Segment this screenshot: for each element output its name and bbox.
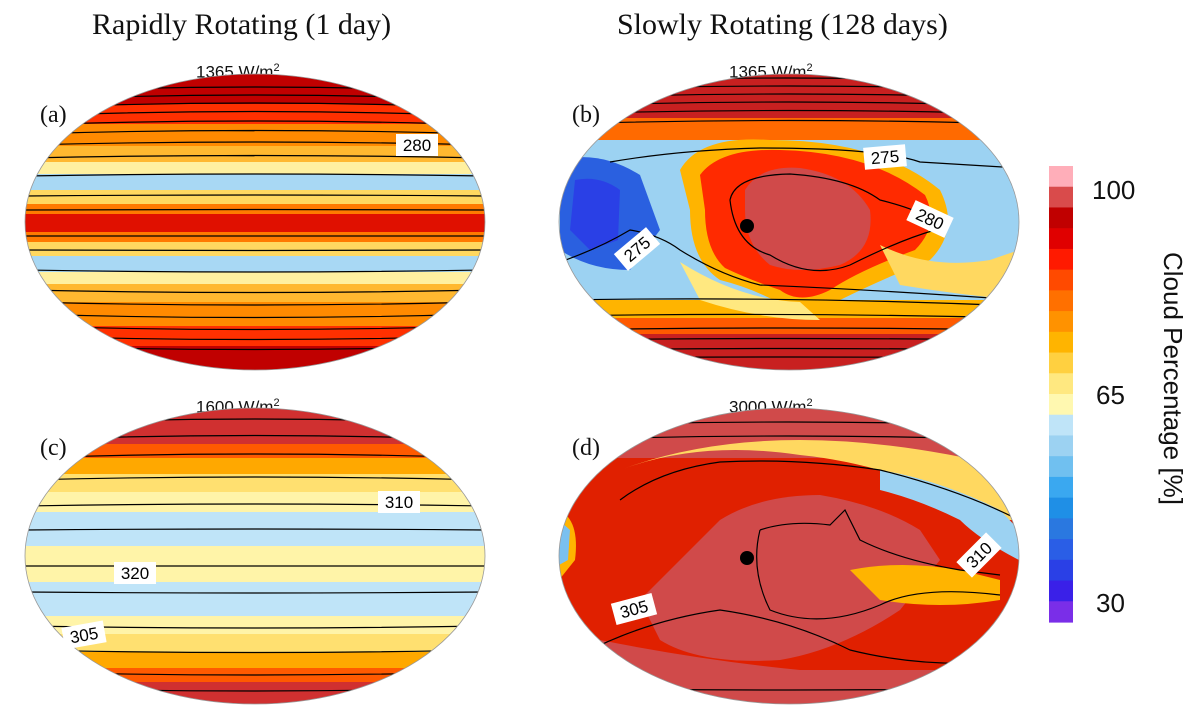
panel-a-contour-label-box (396, 134, 438, 156)
colorbar-segment (1049, 435, 1073, 457)
colorbar-segment (1049, 601, 1073, 623)
panel-b-letter: (b) (572, 102, 600, 128)
colorbar-segment (1049, 269, 1073, 291)
panel-b-substellar-point (740, 219, 754, 233)
panel-d-map (559, 408, 1019, 704)
colorbar-segment (1049, 559, 1073, 582)
panel-c-outline (24, 407, 486, 705)
colorbar-segment (1049, 352, 1073, 374)
panel-a-contour-label: 280 (403, 136, 431, 155)
svg-text:275: 275 (870, 147, 900, 168)
panel-c-contours (25, 418, 485, 692)
colorbar-title: Cloud Percentage [%] (1158, 252, 1188, 505)
panel-c-contour-label-1: 310 (385, 493, 413, 512)
colorbar-segment (1049, 331, 1073, 354)
colorbar-segment (1049, 456, 1073, 478)
left-column-title: Rapidly Rotating (1 day) (92, 8, 392, 41)
colorbar (1049, 166, 1073, 623)
panel-c-contour-label-2-box (114, 562, 156, 584)
colorbar-segment (1049, 311, 1073, 333)
colorbar-segment (1049, 228, 1073, 250)
colorbar-segment (1049, 518, 1073, 540)
panel-c-letter: (c) (40, 435, 67, 461)
panel-d-contour-label-2: 305 (610, 592, 658, 626)
svg-text:305: 305 (68, 624, 99, 648)
panel-d-outline (558, 407, 1020, 705)
colorbar-tick-100: 100 (1092, 175, 1136, 205)
colorbar-tick-65: 65 (1096, 380, 1125, 410)
colorbar-segment (1049, 580, 1073, 602)
colorbar-segment (1049, 373, 1073, 395)
panel-c-contour-label-3: 305 (61, 620, 107, 650)
panel-a-letter: (a) (40, 102, 67, 128)
right-column-title: Slowly Rotating (128 days) (617, 8, 948, 41)
colorbar-segment (1049, 476, 1073, 499)
panel-c-contour-label-2: 320 (121, 564, 149, 583)
panel-d-substellar-point (740, 551, 754, 565)
panel-c-contour-label-1-box (378, 491, 420, 513)
panel-b-outline (558, 73, 1020, 371)
colorbar-tick-30: 30 (1096, 588, 1125, 618)
colorbar-segment (1049, 166, 1073, 188)
panel-d-letter: (d) (572, 435, 600, 461)
colorbar-segment (1049, 248, 1073, 271)
colorbar-segment (1049, 539, 1073, 561)
colorbar-segment (1049, 290, 1073, 312)
colorbar-segment (1049, 186, 1073, 209)
colorbar-segment (1049, 207, 1073, 229)
panel-a-outline (24, 73, 486, 371)
colorbar-segment (1049, 414, 1073, 437)
colorbar-segment (1049, 497, 1073, 519)
panel-b-contour-label-1: 275 (863, 144, 907, 170)
colorbar-segment (1049, 394, 1073, 416)
